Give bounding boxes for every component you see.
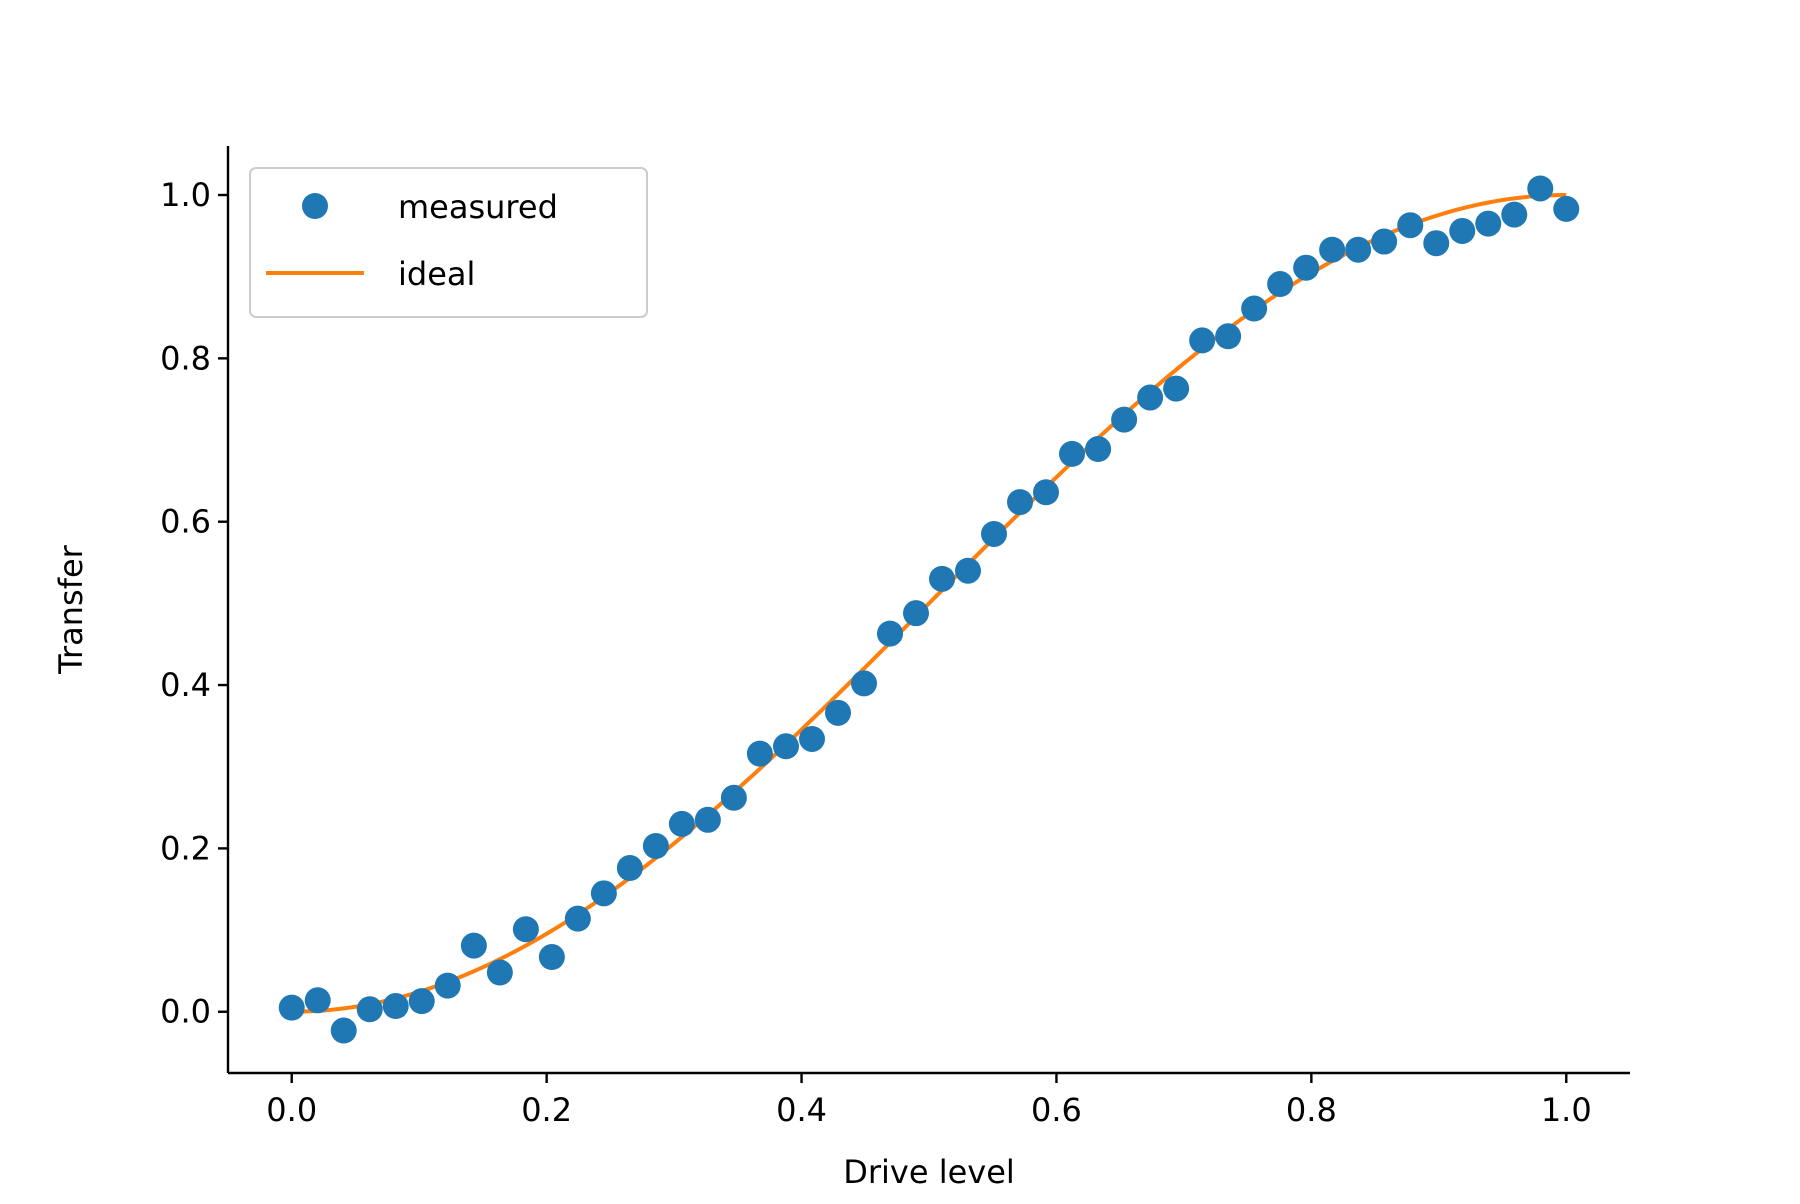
measured-point: [1449, 217, 1476, 244]
measured-point: [1007, 489, 1033, 516]
y-tick-label: 0.0: [160, 993, 211, 1031]
measured-point: [955, 557, 981, 584]
measured-point: [1215, 323, 1242, 350]
measured-point: [486, 959, 513, 986]
measured-point: [1137, 384, 1164, 411]
measured-point: [1345, 236, 1372, 263]
measured-point: [590, 880, 617, 907]
measured-point: [773, 733, 799, 760]
measured-point: [1033, 479, 1059, 506]
measured-point: [304, 987, 331, 1014]
measured-point: [1501, 201, 1528, 228]
measured-point: [1293, 254, 1320, 281]
x-tick-label: 0.4: [776, 1091, 827, 1129]
x-tick-label: 0.0: [266, 1091, 317, 1129]
measured-point: [512, 916, 539, 943]
measured-point: [408, 988, 435, 1015]
measured-point: [1241, 295, 1268, 322]
legend-label-ideal: ideal: [398, 255, 475, 293]
y-tick-label: 1.0: [160, 176, 211, 214]
measured-point: [538, 944, 565, 971]
measured-point: [825, 699, 851, 726]
measured-point: [278, 994, 305, 1021]
y-tick-label: 0.2: [160, 829, 211, 867]
measured-point: [1553, 195, 1580, 222]
measured-point: [1111, 406, 1138, 433]
measured-point: [434, 972, 461, 999]
y-axis-label: Transfer: [52, 544, 90, 675]
measured-point: [1059, 440, 1085, 467]
x-tick-label: 0.2: [521, 1091, 572, 1129]
measured-point: [382, 993, 409, 1020]
legend-box: [249, 167, 648, 318]
measured-point: [851, 670, 877, 697]
measured-point: [1371, 228, 1398, 255]
legend: measured ideal: [249, 167, 648, 318]
measured-point: [1085, 436, 1112, 463]
measured-point: [1267, 271, 1294, 298]
measured-point: [1475, 210, 1502, 237]
measured-point: [642, 832, 669, 859]
measured-point: [981, 520, 1007, 547]
measured-point: [1189, 327, 1216, 354]
measured-point: [903, 600, 929, 627]
axes: 0.0 0.2 0.4 0.6 0.8 1.0 0.0 0.2 0.4 0.6 0.8 1.0: [160, 146, 1630, 1129]
measured-point: [720, 784, 747, 811]
x-tick-label: 0.6: [1031, 1091, 1082, 1129]
legend-label-measured: measured: [398, 188, 558, 226]
measured-point: [1397, 212, 1424, 239]
y-tick-label: 0.8: [160, 339, 211, 377]
measured-point: [564, 905, 591, 932]
x-tick-label: 1.0: [1541, 1091, 1592, 1129]
measured-point: [929, 565, 955, 592]
plot-area: [278, 175, 1580, 1044]
measured-point: [460, 932, 487, 959]
measured-point: [616, 855, 643, 881]
measured-point: [356, 996, 383, 1023]
y-tick-label: 0.4: [160, 666, 211, 704]
measured-point: [877, 620, 903, 647]
measured-point: [694, 806, 721, 833]
x-tick-label: 0.8: [1286, 1091, 1337, 1129]
measured-point: [799, 725, 825, 752]
measured-point: [1527, 175, 1554, 202]
measured-point: [1319, 236, 1346, 263]
x-axis-label: Drive level: [843, 1153, 1015, 1191]
measured-point: [1423, 230, 1450, 257]
measured-point: [746, 740, 773, 767]
measured-point: [668, 810, 695, 837]
legend-marker-measured: [302, 193, 328, 219]
measured-point: [1163, 375, 1190, 402]
measured-point: [330, 1017, 357, 1044]
y-tick-label: 0.6: [160, 503, 211, 541]
